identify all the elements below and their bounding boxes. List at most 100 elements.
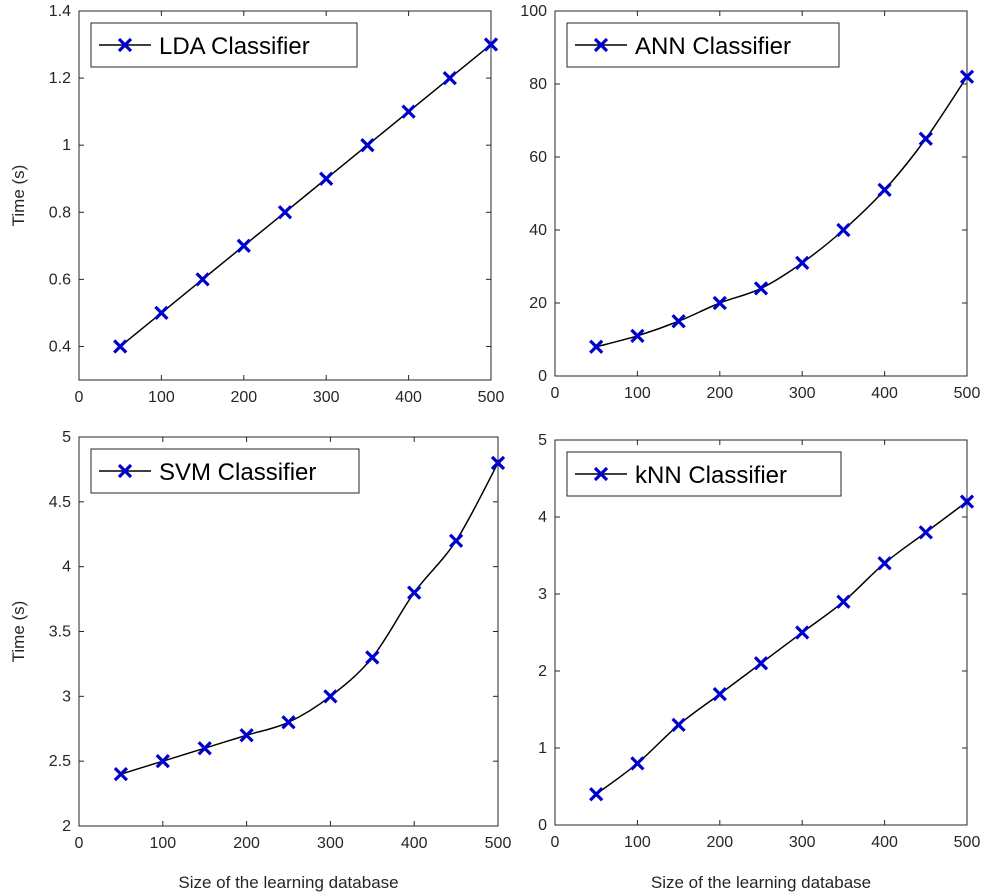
x-tick-label: 0	[551, 385, 560, 402]
subplot-2: 0 100 200 300 400 500 0 20 40 60 80 100 ANN Classifi…	[520, 3, 980, 402]
y-tick-label: 0.8	[49, 204, 71, 221]
data-point-marker	[277, 205, 293, 220]
data-point-marker	[836, 594, 851, 609]
data-point-marker	[323, 689, 338, 704]
data-point-marker	[319, 171, 334, 186]
legend: ANN Classifier	[566, 22, 840, 68]
y-tick-label: 4	[538, 509, 547, 526]
y-tick-label: 2	[62, 818, 71, 835]
legend-label: kNN Classifier	[635, 462, 787, 489]
data-point-marker	[448, 533, 464, 548]
x-tick-label: 200	[233, 835, 260, 852]
y-tick-label: 3.5	[49, 624, 71, 641]
plot-area	[78, 10, 492, 381]
data-point-marker	[959, 69, 975, 84]
data-point-marker	[197, 741, 212, 756]
subplot-1: 0 100 200 300 400 500 0.4 0.6 0.8 1 1.2 1.4 Time (s)…	[9, 3, 504, 406]
data-point-marker	[589, 339, 604, 354]
plot-area	[78, 436, 499, 827]
x-tick-label: 500	[954, 834, 981, 851]
data-point-marker	[490, 455, 506, 471]
data-point-marker	[155, 754, 170, 769]
plot-area	[554, 10, 968, 377]
x-ticks: 0 100 200 300 400 500	[551, 440, 981, 851]
data-point-marker	[154, 305, 169, 321]
data-point-marker	[365, 650, 380, 665]
data-point-marker	[236, 238, 251, 253]
y-tick-label: 1	[62, 137, 71, 154]
y-ticks: 0.4 0.6 0.8 1 1.2 1.4	[49, 3, 491, 355]
series-markers	[113, 37, 499, 354]
x-ticks: 0 100 200 300 400 500	[75, 11, 505, 406]
data-point-marker	[918, 131, 933, 146]
y-tick-label: 2.5	[49, 753, 71, 770]
series-markers	[589, 69, 975, 354]
data-point-marker	[712, 686, 727, 702]
x-tick-label: 400	[871, 385, 898, 402]
series-line	[119, 43, 492, 348]
x-tick-label: 300	[789, 834, 816, 851]
data-point-marker	[918, 525, 933, 540]
legend: LDA Classifier	[90, 22, 358, 68]
x-tick-label: 200	[230, 389, 257, 406]
data-point-marker	[795, 625, 810, 640]
x-ticks: 0 100 200 300 400 500	[75, 437, 511, 852]
data-point-marker	[401, 104, 416, 119]
y-axis-label: Time (s)	[9, 601, 28, 663]
x-tick-label: 500	[478, 389, 505, 406]
x-tick-label: 200	[706, 834, 733, 851]
y-tick-label: 1.2	[49, 70, 71, 87]
x-tick-label: 400	[401, 835, 428, 852]
data-point-marker	[113, 339, 128, 354]
x-axis-label: Size of the learning database	[178, 873, 398, 892]
y-tick-label: 100	[520, 3, 547, 20]
data-point-marker	[630, 756, 645, 771]
data-point-marker	[239, 728, 254, 743]
x-tick-label: 300	[317, 835, 344, 852]
y-tick-label: 60	[529, 149, 547, 166]
subplot-3: 0 100 200 300 400 500 2 2.5 3 3.5 4 4.5 5 Time (s) Siz…	[9, 429, 511, 892]
series-line	[596, 76, 968, 348]
data-point-marker	[753, 656, 769, 671]
y-tick-label: 0	[538, 368, 547, 385]
x-axis-label: Size of the learning database	[651, 873, 871, 892]
y-tick-label: 5	[62, 429, 71, 446]
data-point-marker	[281, 715, 296, 730]
x-tick-label: 100	[624, 385, 651, 402]
series-line	[595, 500, 968, 795]
data-point-marker	[360, 138, 375, 153]
data-point-marker	[959, 494, 975, 509]
plot-area	[554, 439, 968, 826]
y-tick-label: 0.6	[49, 271, 71, 288]
data-point-marker	[113, 767, 129, 782]
data-point-marker	[442, 70, 457, 86]
data-point-marker	[795, 255, 810, 270]
data-point-marker	[877, 182, 892, 197]
data-point-marker	[671, 717, 686, 733]
y-tick-label: 5	[538, 432, 547, 449]
legend: SVM Classifier	[90, 448, 360, 494]
y-axis-label: Time (s)	[9, 165, 28, 227]
x-tick-label: 300	[313, 389, 340, 406]
y-tick-label: 0	[538, 817, 547, 834]
x-tick-label: 500	[954, 385, 981, 402]
subplot-4: 0 100 200 300 400 500 0 1 2 3 4 5 Size of the learni…	[538, 432, 980, 892]
data-point-marker	[630, 328, 645, 343]
data-point-marker	[483, 37, 499, 52]
data-point-marker	[407, 585, 422, 600]
data-point-marker	[589, 787, 604, 802]
data-point-marker	[877, 556, 892, 571]
data-point-marker	[195, 272, 210, 287]
y-tick-label: 2	[538, 663, 547, 680]
data-point-marker	[671, 314, 686, 329]
x-tick-label: 100	[624, 834, 651, 851]
x-tick-label: 400	[871, 834, 898, 851]
x-tick-label: 400	[395, 389, 422, 406]
y-tick-label: 3	[538, 586, 547, 603]
data-point-marker	[712, 295, 727, 311]
legend: kNN Classifier	[566, 451, 842, 497]
y-tick-label: 80	[529, 76, 547, 93]
x-tick-label: 100	[149, 835, 176, 852]
x-tick-label: 300	[789, 385, 816, 402]
